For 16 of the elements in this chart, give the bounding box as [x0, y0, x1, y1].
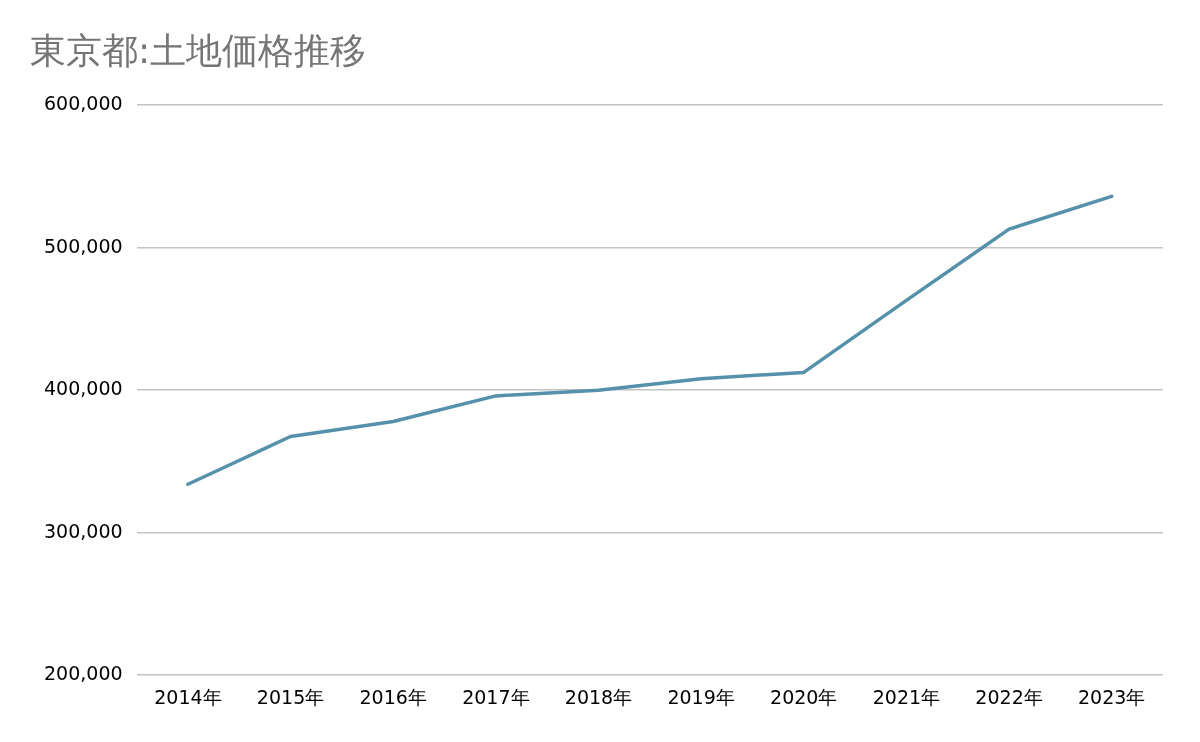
x-tick-label: 2021年 — [872, 685, 941, 708]
chart-title: 東京都:土地価格推移 — [30, 29, 367, 71]
x-tick-label: 2014年 — [154, 685, 222, 708]
y-tick-label: 200,000 — [43, 662, 123, 685]
x-tick-label: 2018年 — [564, 685, 633, 708]
x-tick-label: 2016年 — [359, 685, 427, 708]
x-tick-label: 2017年 — [462, 685, 530, 708]
y-tick-label: 300,000 — [43, 519, 123, 542]
x-tick-label: 2023年 — [1078, 685, 1146, 708]
y-tick-label: 600,000 — [43, 92, 123, 115]
y-tick-label: 400,000 — [43, 377, 123, 400]
x-tick-label: 2022年 — [975, 685, 1043, 708]
x-tick-label: 2020年 — [770, 685, 838, 708]
x-tick-label: 2019年 — [667, 685, 735, 708]
y-tick-label: 500,000 — [43, 234, 123, 257]
x-tick-label: 2015年 — [256, 685, 325, 708]
